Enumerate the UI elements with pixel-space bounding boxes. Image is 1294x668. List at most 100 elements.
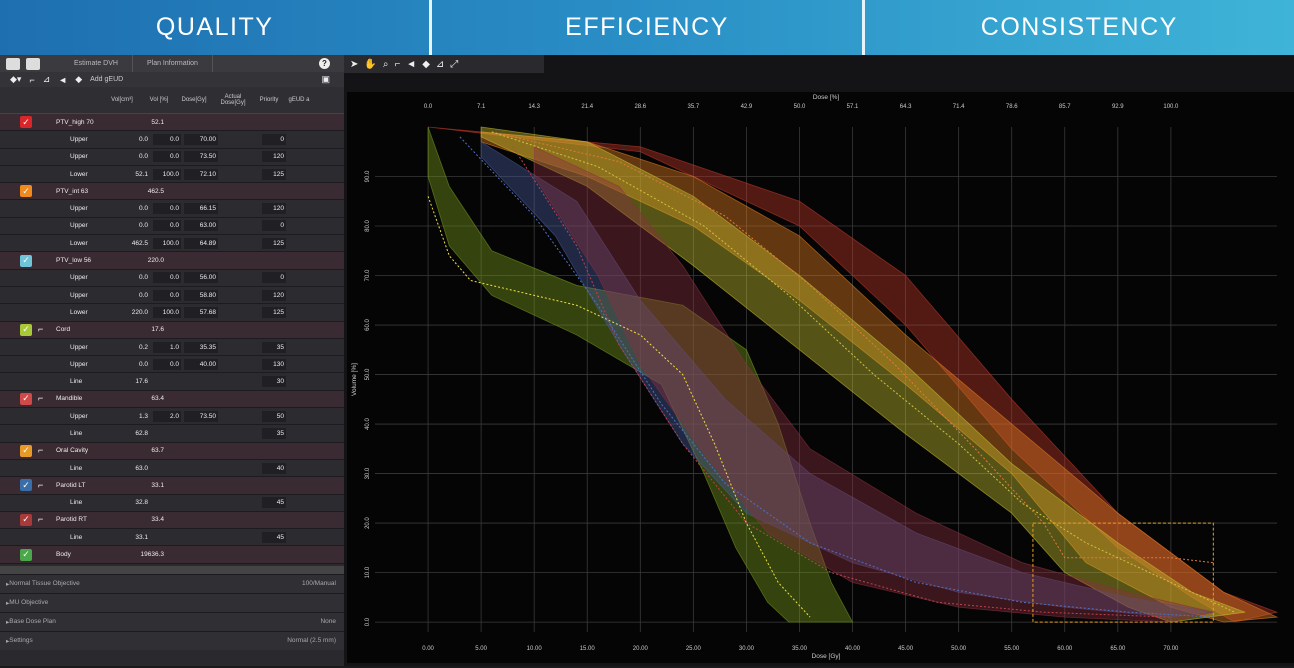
structure-row[interactable]: ✓ ⌐ Parotid RT 33.4 [0, 511, 344, 530]
accordion-settings[interactable]: ▸ Settings Normal (2.5 mm) [0, 630, 344, 650]
dvh-chart[interactable]: 0.00 5.00 10.00 15.00 20.00 25.00 30.00 35.00 40… [347, 92, 1294, 663]
constraint-vol-pct-field[interactable]: 0.0 [153, 289, 181, 301]
structure-row[interactable]: ✓ PTV_low 56 220.0 [0, 252, 344, 270]
constraint-priority-field[interactable]: 45 [262, 497, 286, 509]
line-objective-icon[interactable]: ⊿ [42, 74, 51, 84]
constraint-row[interactable]: Upper 0.0 0.0 56.00 0 [0, 269, 344, 287]
constraint-priority-field[interactable]: 125 [262, 237, 286, 249]
constraint-row[interactable]: Upper 0.0 0.0 70.00 0 [0, 131, 344, 149]
add-geud-menu[interactable]: Add gEUD [90, 76, 124, 83]
structure-row[interactable]: ✓ ⌐ Oral Cavity 63.7 [0, 442, 344, 460]
structure-row[interactable]: ✓ ⌐ Mandible 63.4 [0, 390, 344, 409]
constraint-priority-field[interactable]: 120 [262, 289, 286, 301]
constraint-dose-field[interactable]: 58.80 [184, 289, 218, 301]
constraint-dose-field[interactable]: 35.35 [184, 341, 218, 353]
structure-checkbox[interactable]: ✓ [20, 116, 32, 129]
constraint-dose-field[interactable]: 73.50 [184, 151, 218, 163]
reset-zoom-icon[interactable]: ⤢ [450, 58, 459, 70]
constraint-vol-pct-field[interactable]: 100.0 [153, 237, 181, 249]
constraint-priority-field[interactable]: 45 [262, 531, 286, 543]
structure-checkbox[interactable]: ✓ [20, 185, 32, 198]
constraint-vol-pct-field[interactable]: 0.0 [153, 358, 181, 370]
structure-checkbox[interactable]: ✓ [20, 444, 32, 457]
constraint-row[interactable]: Line 32.8 45 [0, 494, 344, 512]
constraint-dose-field[interactable]: 70.00 [184, 133, 218, 145]
structure-checkbox[interactable]: ✓ [20, 254, 32, 267]
ruler-icon[interactable]: ⌐ [38, 393, 44, 404]
constraint-dose-field[interactable]: 57.68 [184, 306, 218, 318]
constraint-priority-field[interactable]: 35 [262, 341, 286, 353]
constraint-priority-field[interactable]: 0 [262, 220, 286, 232]
constraint-vol-pct-field[interactable]: 1.0 [153, 341, 181, 353]
lower-objective-icon[interactable]: ◄ [58, 74, 68, 85]
zoom-icon[interactable]: ⌕ [382, 58, 389, 70]
save-template-icon[interactable]: ▣ [321, 74, 330, 84]
constraint-dose-field[interactable]: 64.89 [184, 237, 218, 249]
ruler-icon[interactable]: ⌐ [38, 479, 44, 490]
help-icon[interactable]: ? [319, 58, 330, 69]
ruler-icon[interactable]: ⌐ [38, 514, 44, 525]
constraint-row[interactable]: Upper 0.0 0.0 66.15 120 [0, 200, 344, 218]
constraint-dose-field[interactable]: 63.00 [184, 220, 218, 232]
constraint-vol-pct-field[interactable]: 0.0 [153, 220, 181, 232]
structure-row[interactable]: ✓ PTV_int 63 462.5 [0, 183, 344, 201]
constraint-dose-field[interactable]: 66.15 [184, 203, 218, 215]
constraint-priority-field[interactable]: 35 [262, 427, 286, 439]
constraint-vol-pct-field[interactable]: 100.0 [153, 168, 181, 180]
constraint-vol-pct-field[interactable]: 0.0 [153, 272, 181, 284]
constraint-row[interactable]: Upper 1.3 2.0 73.50 50 [0, 408, 344, 426]
structure-checkbox[interactable]: ✓ [20, 323, 32, 336]
constraint-row[interactable]: Lower 462.5 100.0 64.89 125 [0, 235, 344, 253]
constraint-row[interactable]: Line 63.0 40 [0, 459, 344, 478]
constraint-priority-field[interactable]: 130 [262, 358, 286, 370]
constraint-row[interactable]: Lower 220.0 100.0 57.68 125 [0, 304, 344, 322]
structure-row[interactable]: ✓ ⌐ Parotid LT 33.1 [0, 477, 344, 495]
constraint-row[interactable]: Upper 0.0 0.0 63.00 0 [0, 217, 344, 236]
constraint-priority-field[interactable]: 0 [262, 272, 286, 284]
lower-tool-icon[interactable]: ◄ [406, 58, 417, 70]
accordion-base-dose-plan[interactable]: ▸ Base Dose Plan None [0, 611, 344, 631]
line-tool-icon[interactable]: ⊿ [435, 58, 445, 70]
constraint-row[interactable]: Upper 0.0 0.0 73.50 120 [0, 148, 344, 166]
pointer-icon[interactable]: ➤ [350, 58, 359, 70]
constraint-dose-field[interactable]: 72.10 [184, 168, 218, 180]
constraint-dose-field[interactable]: 73.50 [184, 410, 218, 422]
open-icon[interactable] [6, 57, 20, 70]
structure-row[interactable]: ✓ PTV_high 70 52.1 [0, 114, 344, 132]
ruler-icon[interactable]: ⌐ [38, 445, 44, 456]
constraint-vol-pct-field[interactable]: 2.0 [153, 410, 181, 422]
upper-tool-icon[interactable]: ⌐ [394, 58, 401, 70]
constraint-row[interactable]: Upper 0.2 1.0 35.35 35 [0, 338, 344, 357]
constraint-priority-field[interactable]: 30 [262, 376, 286, 388]
constraint-priority-field[interactable]: 125 [262, 168, 286, 180]
constraint-vol-pct-field[interactable]: 0.0 [153, 203, 181, 215]
constraint-priority-field[interactable]: 120 [262, 151, 286, 163]
constraint-priority-field[interactable]: 0 [262, 133, 286, 145]
constraint-priority-field[interactable]: 125 [262, 306, 286, 318]
structure-checkbox[interactable]: ✓ [20, 479, 32, 492]
constraint-dose-field[interactable]: 56.00 [184, 272, 218, 284]
ruler-icon[interactable]: ⌐ [38, 324, 44, 335]
structure-row[interactable]: ✓ ⌐ Cord 17.6 [0, 321, 344, 339]
constraint-priority-field[interactable]: 40 [262, 462, 286, 474]
mean-objective-icon[interactable]: ◆ [75, 74, 83, 84]
add-objective-icon[interactable]: ◆▾ [10, 74, 22, 84]
structure-row[interactable]: ✓ Body 19636.3 [0, 546, 344, 564]
constraint-priority-field[interactable]: 120 [262, 203, 286, 215]
constraint-priority-field[interactable]: 50 [262, 410, 286, 422]
upper-objective-icon[interactable]: ⌐ [29, 74, 35, 85]
save-icon[interactable] [26, 57, 40, 70]
tab-estimate-dvh[interactable]: Estimate DVH [60, 55, 133, 72]
constraint-row[interactable]: Line 62.8 35 [0, 425, 344, 443]
point-tool-icon[interactable]: ◆ [422, 58, 430, 70]
structure-checkbox[interactable]: ✓ [20, 392, 32, 405]
constraint-row[interactable]: Line 33.1 45 [0, 529, 344, 547]
constraint-row[interactable]: Line 17.6 30 [0, 373, 344, 391]
pan-icon[interactable]: ✋ [364, 58, 377, 70]
constraint-row[interactable]: Lower 52.1 100.0 72.10 125 [0, 165, 344, 184]
structure-checkbox[interactable]: ✓ [20, 513, 32, 526]
constraint-row[interactable]: Upper 0.0 0.0 58.80 120 [0, 286, 344, 305]
structure-checkbox[interactable]: ✓ [20, 548, 32, 561]
horizontal-scrollbar[interactable] [0, 565, 344, 574]
dvh-chart-svg[interactable]: 0.00 5.00 10.00 15.00 20.00 25.00 30.00 35.00 40… [347, 92, 1294, 663]
